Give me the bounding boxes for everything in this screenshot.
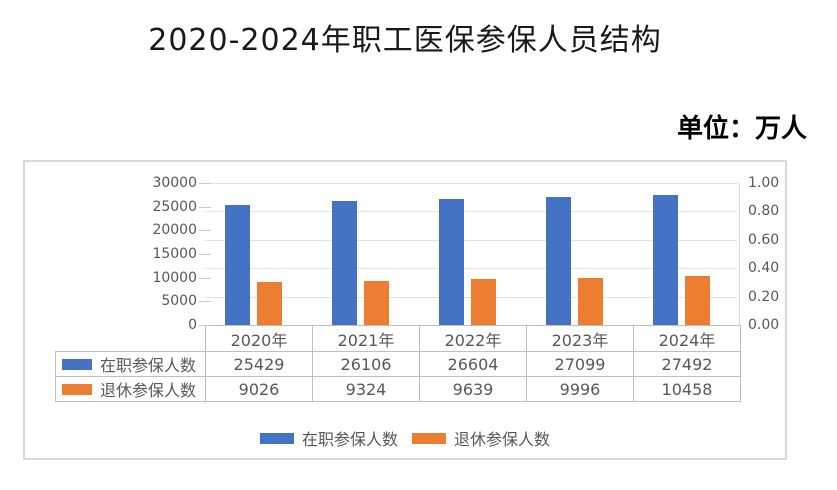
- legend-label: 退休参保人数: [454, 430, 551, 449]
- right-value-axis: 1.00 0.80 0.60 0.40 0.20 0.00: [748, 162, 808, 458]
- right-axis-tick-label: 0.40: [748, 260, 780, 277]
- left-axis-tick-mark: [199, 301, 211, 303]
- left-axis-tick-label: 5000: [161, 293, 197, 310]
- bar-退休参保人数: [471, 279, 496, 325]
- category-header-cell: 2020年: [205, 325, 313, 352]
- right-axis-tick-label: 0.00: [748, 317, 780, 333]
- gridline: [205, 268, 737, 270]
- bar-group-2020年: [200, 183, 307, 325]
- series-name-label: 退休参保人数: [100, 381, 197, 400]
- table-corner-cell: [56, 326, 206, 352]
- value-cell: 10458: [633, 376, 741, 402]
- data-table: 2020年 2021年 2022年 2023年 2024年在职参保人数 25429 2610…: [55, 325, 741, 402]
- left-axis-tick-mark: [199, 230, 211, 232]
- plot-area: [205, 183, 740, 325]
- series-name-label: 在职参保人数: [100, 356, 197, 375]
- series-key-swatch: [62, 358, 92, 370]
- category-header-cell: 2021年: [312, 325, 420, 352]
- left-axis-tick-label: 0: [188, 317, 197, 333]
- left-axis-tick-mark: [199, 277, 211, 279]
- bar-退休参保人数: [364, 280, 389, 325]
- value-cell: 25429: [205, 351, 313, 377]
- value-cell: 9026: [205, 376, 313, 402]
- bar-在职参保人数: [653, 194, 678, 325]
- left-axis-tick-mark: [199, 183, 211, 184]
- legend-swatch: [259, 432, 294, 444]
- table-row: 退休参保人数 9026 9324 9639 9996 10458: [55, 376, 741, 402]
- table-row: 在职参保人数 25429 26106 26604 27099 27492: [55, 351, 741, 377]
- chart-frame: 30000 25000 20000 15000 10000 5000 0 1.00 0.80 0…: [23, 160, 787, 460]
- series-key-swatch: [62, 383, 92, 395]
- bar-退休参保人数: [257, 282, 282, 325]
- bar-退休参保人数: [685, 275, 710, 325]
- bar-退休参保人数: [578, 277, 603, 325]
- bar-在职参保人数: [546, 196, 571, 325]
- chart-legend: 在职参保人数 退休参保人数: [25, 426, 785, 450]
- category-header-cell: 2022年: [419, 325, 527, 352]
- value-cell: 9996: [526, 376, 634, 402]
- bar-group-2023年: [521, 183, 628, 325]
- left-axis-tick-label: 20000: [152, 222, 197, 239]
- category-header-cell: 2023年: [526, 325, 634, 352]
- bar-在职参保人数: [439, 199, 464, 325]
- bar-在职参保人数: [225, 204, 250, 325]
- value-cell: 26604: [419, 351, 527, 377]
- value-cell: 27492: [633, 351, 741, 377]
- gridline: [205, 211, 737, 213]
- legend-swatch: [412, 432, 446, 444]
- right-axis-tick-label: 0.60: [748, 231, 780, 248]
- legend-item: 在职参保人数: [259, 426, 398, 450]
- legend-item: 退休参保人数: [412, 426, 550, 450]
- left-axis-tick-mark: [199, 325, 211, 326]
- left-axis-tick-mark: [199, 254, 211, 255]
- table-body: 2020年 2021年 2022年 2023年 2024年在职参保人数 25429 2610…: [55, 325, 741, 402]
- value-cell: 26106: [312, 351, 420, 377]
- left-axis-tick-mark: [199, 206, 211, 208]
- gridline: [205, 239, 737, 241]
- left-value-axis: 30000 25000 20000 15000 10000 5000 0: [25, 162, 197, 458]
- bar-group-2022年: [414, 183, 521, 325]
- legend-label: 在职参保人数: [301, 430, 398, 449]
- bar-group-2021年: [307, 183, 414, 325]
- axis-line-right: [739, 183, 740, 325]
- value-cell: 27099: [526, 351, 634, 377]
- gridline: [205, 183, 737, 184]
- unit-label: 单位：万人: [676, 114, 807, 144]
- left-axis-tick-label: 15000: [152, 246, 197, 262]
- series-header-cell: 在职参保人数: [55, 351, 206, 377]
- value-cell: 9324: [312, 376, 420, 402]
- page-title: 2020-2024年职工医保参保人员结构: [148, 23, 662, 58]
- category-header-cell: 2024年: [633, 325, 741, 352]
- right-axis-tick-label: 0.80: [748, 203, 780, 220]
- value-cell: 9639: [419, 376, 527, 402]
- right-axis-tick-label: 1.00: [748, 175, 780, 191]
- bar-group-2024年: [628, 183, 735, 325]
- right-axis-tick-label: 0.20: [748, 288, 780, 305]
- series-header-cell: 退休参保人数: [55, 376, 206, 402]
- left-axis-tick-label: 10000: [152, 269, 197, 286]
- bar-在职参保人数: [332, 201, 357, 325]
- left-axis-tick-label: 25000: [152, 198, 197, 215]
- left-axis-tick-label: 30000: [152, 175, 197, 191]
